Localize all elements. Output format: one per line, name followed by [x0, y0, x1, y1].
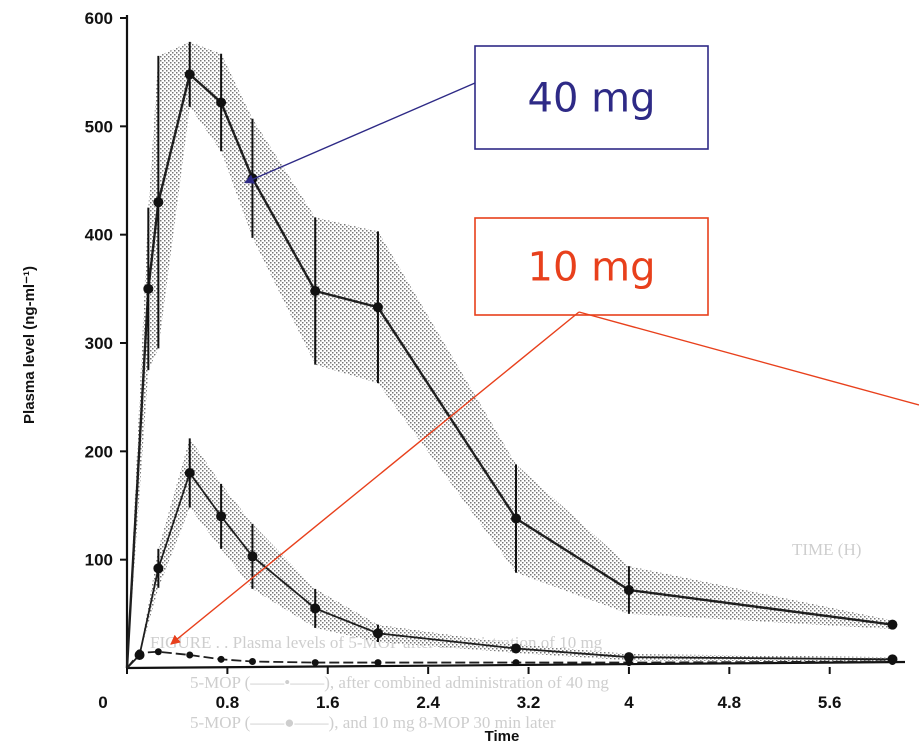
ghost-caption-line-3: 5-MOP (——●——), and 10 mg 8-MOP 30 min la…: [190, 713, 556, 732]
data-point-s2-2: [154, 648, 162, 656]
x-tick-label-5: 4: [624, 693, 634, 712]
data-point-s2-10: [888, 658, 896, 665]
data-point-s2-8: [512, 659, 520, 667]
data-point-s1-9: [623, 652, 634, 663]
x-tick-label-1: 0.8: [216, 693, 240, 712]
x-tick-label-3: 2.4: [416, 693, 440, 712]
data-point-s2-7: [374, 659, 382, 667]
data-point-s1-8: [511, 643, 521, 654]
x-tick-label-4: 3.2: [517, 693, 541, 712]
data-point-s0-4: [216, 97, 227, 108]
dose-callouts: 40 mg 10 mg: [170, 45, 919, 645]
data-point-s1-4: [216, 511, 227, 522]
data-point-s0-9: [623, 585, 634, 595]
data-point-s1-7: [372, 628, 383, 639]
axis-ticks: 100 200 300 400 500 600 0 0.8 1.6 2.4 3.2 4 4.8 5.6: [85, 9, 842, 712]
data-point-s2-1: [136, 649, 144, 657]
data-point-s0-3: [184, 69, 195, 80]
data-point-s0-8: [511, 513, 521, 524]
data-point-s0-2: [153, 197, 164, 208]
y-tick-label-3: 400: [85, 226, 113, 245]
data-point-s0-7: [372, 302, 383, 313]
x-tick-label-0: 0: [98, 693, 107, 712]
x-tick-label-2: 1.6: [316, 693, 340, 712]
callout-label-0: 40 mg: [528, 76, 656, 122]
data-point-s1-2: [153, 563, 164, 574]
data-point-s0-6: [310, 286, 321, 296]
error-band-series-0: [127, 41, 893, 669]
ghost-caption-line-2: 5-MOP (——•——), after combined administra…: [190, 673, 609, 692]
data-point-s1-3: [184, 468, 195, 478]
data-point-s0-10: [887, 619, 898, 630]
y-tick-label-0: 100: [85, 551, 113, 570]
callout-label-1: 10 mg: [528, 245, 656, 291]
data-point-s2-3: [186, 651, 194, 659]
callout-arrow-1: [170, 311, 580, 645]
data-point-s2-9: [625, 659, 633, 667]
y-tick-label-5: 600: [85, 9, 113, 28]
data-point-s0-1: [143, 283, 154, 294]
data-point-s2-6: [311, 659, 319, 667]
y-tick-label-1: 200: [85, 442, 113, 461]
ghost-axis-text: TIME (H): [792, 540, 861, 559]
x-tick-label-7: 5.6: [818, 693, 842, 712]
data-point-s2-5: [248, 658, 256, 665]
data-point-s2-4: [217, 655, 225, 663]
y-tick-label-2: 300: [85, 334, 113, 353]
callout-box-0: [474, 45, 709, 150]
data-point-s1-5: [247, 551, 258, 562]
x-axis-title: Time: [485, 728, 520, 745]
x-tick-label-6: 4.8: [718, 693, 742, 712]
y-tick-label-4: 500: [85, 117, 113, 136]
callout-arrow-0: [244, 82, 476, 184]
callout-leader-extra: [578, 311, 919, 406]
y-axis-title: Plasma level (ng-ml⁻¹): [21, 266, 38, 424]
data-point-s1-6: [310, 603, 321, 614]
